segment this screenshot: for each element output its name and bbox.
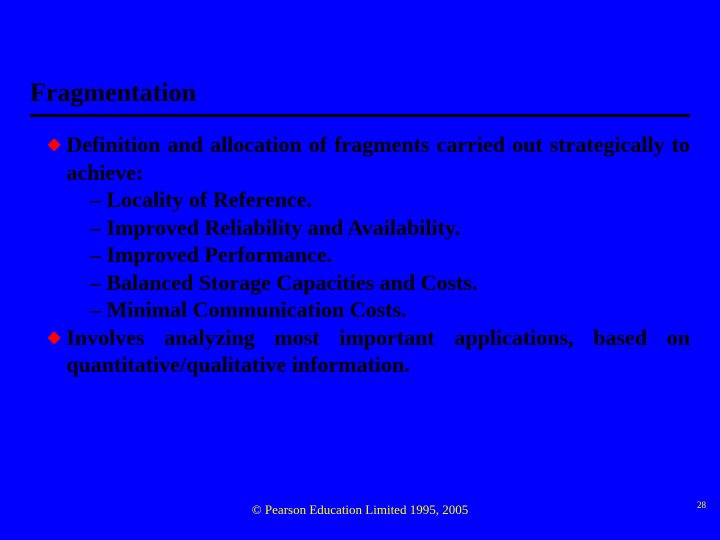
sub-bullet: – Locality of Reference. xyxy=(48,186,690,214)
sub-bullet: – Improved Reliability and Availability. xyxy=(48,214,690,242)
title-area: Fragmentation xyxy=(0,0,720,117)
bullet-text: Definition and allocation of fragments c… xyxy=(66,131,690,186)
slide-title: Fragmentation xyxy=(30,78,690,114)
page-number: 28 xyxy=(697,500,706,510)
diamond-icon: ◆ xyxy=(48,328,60,348)
sub-bullet: – Balanced Storage Capacities and Costs. xyxy=(48,269,690,297)
diamond-icon: ◆ xyxy=(48,135,60,155)
sub-bullet: – Improved Performance. xyxy=(48,241,690,269)
bullet-item: ◆ Involves analyzing most important appl… xyxy=(48,324,690,379)
footer-copyright: © Pearson Education Limited 1995, 2005 xyxy=(0,502,720,518)
slide-body: ◆ Definition and allocation of fragments… xyxy=(0,117,720,379)
bullet-text: Involves analyzing most important applic… xyxy=(66,324,690,379)
sub-bullet: – Minimal Communication Costs. xyxy=(48,296,690,324)
bullet-item: ◆ Definition and allocation of fragments… xyxy=(48,131,690,186)
